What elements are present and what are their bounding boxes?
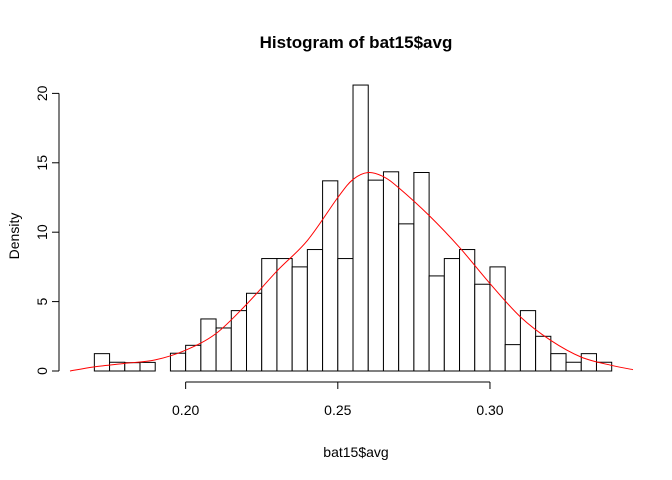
histogram-bar bbox=[230, 310, 248, 372]
x-axis: 0.20 0.25 0.30 bbox=[172, 381, 504, 418]
histogram-bar bbox=[535, 335, 552, 372]
histogram-bar bbox=[367, 179, 384, 372]
histogram-bar bbox=[93, 353, 111, 372]
histogram-bar bbox=[489, 266, 506, 372]
y-tick-label: 20 bbox=[34, 85, 50, 101]
y-tick-label: 10 bbox=[34, 224, 50, 240]
histogram-bar bbox=[504, 344, 521, 372]
histogram-bar bbox=[398, 223, 415, 372]
y-tick-label: 5 bbox=[34, 297, 50, 305]
histogram-bar bbox=[276, 258, 293, 372]
histogram-bar bbox=[124, 362, 141, 372]
y-tick-label: 0 bbox=[34, 367, 50, 375]
histogram-bar bbox=[474, 283, 491, 372]
histogram-bar bbox=[519, 310, 537, 372]
histogram-bar bbox=[443, 258, 461, 372]
x-tick-label: 0.30 bbox=[476, 402, 503, 418]
chart-title: Histogram of bat15$avg bbox=[260, 33, 453, 52]
y-tick-label: 15 bbox=[34, 155, 50, 171]
histogram-bar bbox=[595, 361, 613, 372]
density-curve bbox=[69, 171, 634, 372]
histogram-bar bbox=[306, 249, 324, 372]
histogram-bar bbox=[139, 361, 156, 372]
histogram-bar bbox=[565, 361, 582, 372]
x-tick-label: 0.25 bbox=[324, 402, 351, 418]
histogram-bar bbox=[215, 327, 232, 372]
histogram-bar bbox=[337, 258, 354, 372]
histogram-bar bbox=[322, 180, 339, 372]
histogram-bar bbox=[261, 258, 278, 372]
x-axis-label: bat15$avg bbox=[323, 444, 388, 460]
histogram-bar bbox=[169, 352, 187, 372]
histogram-bar bbox=[459, 249, 476, 372]
y-axis: 0 5 10 15 20 bbox=[34, 85, 60, 375]
histogram-bar bbox=[382, 171, 400, 372]
histogram-bar bbox=[246, 292, 263, 372]
histogram-bar bbox=[580, 353, 597, 372]
histogram-bar bbox=[428, 275, 445, 372]
histogram-bar bbox=[200, 318, 217, 372]
y-axis-label: Density bbox=[6, 213, 22, 260]
histogram-bar bbox=[291, 266, 308, 372]
histogram-bar bbox=[550, 353, 567, 372]
histogram-bar bbox=[352, 84, 369, 372]
x-tick-label: 0.20 bbox=[172, 402, 199, 418]
histogram-bars bbox=[93, 84, 613, 372]
histogram-bar bbox=[413, 172, 430, 372]
